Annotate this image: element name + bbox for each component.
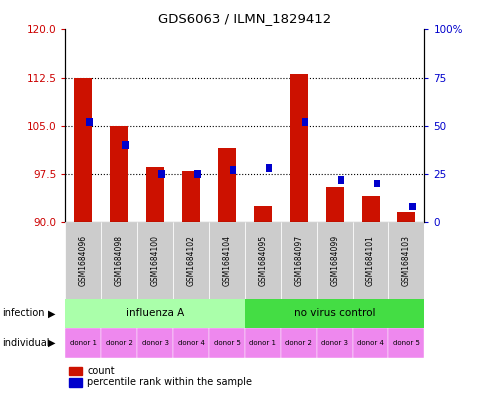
Text: GSM1684101: GSM1684101 — [365, 235, 374, 286]
Text: donor 3: donor 3 — [320, 340, 348, 346]
Bar — [388, 328, 424, 358]
Text: donor 5: donor 5 — [392, 340, 419, 346]
Bar — [352, 328, 388, 358]
Text: donor 2: donor 2 — [285, 340, 312, 346]
Text: ▶: ▶ — [47, 309, 55, 318]
Bar — [75, 77, 92, 222]
Bar — [86, 118, 93, 126]
Text: ▶: ▶ — [47, 338, 55, 348]
Bar — [101, 328, 137, 358]
Text: GSM1684100: GSM1684100 — [151, 235, 159, 286]
Bar — [122, 141, 129, 149]
Text: donor 3: donor 3 — [141, 340, 168, 346]
Bar — [146, 167, 164, 222]
Bar — [158, 170, 165, 178]
Text: individual: individual — [2, 338, 50, 348]
Bar — [244, 222, 280, 299]
Text: GSM1684096: GSM1684096 — [79, 235, 88, 286]
Bar — [337, 176, 344, 184]
Text: count: count — [87, 366, 114, 376]
Bar — [352, 222, 388, 299]
Bar — [254, 206, 271, 222]
Text: percentile rank within the sample: percentile rank within the sample — [87, 377, 252, 387]
Bar — [325, 187, 343, 222]
Bar — [218, 148, 235, 222]
Bar — [289, 74, 307, 222]
Text: GSM1684097: GSM1684097 — [294, 235, 302, 286]
Bar — [361, 196, 378, 222]
Title: GDS6063 / ILMN_1829412: GDS6063 / ILMN_1829412 — [158, 13, 331, 26]
Bar — [110, 126, 128, 222]
Bar — [280, 328, 316, 358]
Bar — [173, 328, 209, 358]
Bar — [388, 222, 424, 299]
Text: donor 2: donor 2 — [106, 340, 133, 346]
Bar — [244, 299, 424, 328]
Bar — [373, 180, 379, 187]
Bar — [397, 212, 414, 222]
Text: donor 4: donor 4 — [356, 340, 383, 346]
Text: donor 1: donor 1 — [249, 340, 276, 346]
Text: GSM1684103: GSM1684103 — [401, 235, 410, 286]
Bar — [65, 299, 244, 328]
Text: donor 5: donor 5 — [213, 340, 240, 346]
Bar — [173, 222, 209, 299]
Bar — [209, 222, 244, 299]
Text: influenza A: influenza A — [126, 309, 184, 318]
Bar — [280, 222, 316, 299]
Text: GSM1684104: GSM1684104 — [222, 235, 231, 286]
Text: donor 1: donor 1 — [70, 340, 97, 346]
Bar — [69, 367, 81, 375]
Bar — [65, 328, 101, 358]
Bar — [194, 170, 200, 178]
Bar — [65, 222, 101, 299]
Text: GSM1684102: GSM1684102 — [186, 235, 195, 286]
Text: infection: infection — [2, 309, 45, 318]
Bar — [69, 378, 81, 387]
Text: GSM1684095: GSM1684095 — [258, 235, 267, 286]
Bar — [137, 328, 173, 358]
Text: no virus control: no virus control — [293, 309, 375, 318]
Bar — [101, 222, 137, 299]
Bar — [316, 222, 352, 299]
Text: GSM1684099: GSM1684099 — [330, 235, 338, 286]
Bar — [244, 328, 280, 358]
Text: donor 4: donor 4 — [177, 340, 204, 346]
Bar — [182, 171, 200, 222]
Bar — [301, 118, 308, 126]
Bar — [316, 328, 352, 358]
Bar — [209, 328, 244, 358]
Bar — [137, 222, 173, 299]
Bar — [229, 166, 236, 174]
Text: GSM1684098: GSM1684098 — [115, 235, 123, 286]
Bar — [408, 203, 415, 211]
Bar — [265, 164, 272, 172]
